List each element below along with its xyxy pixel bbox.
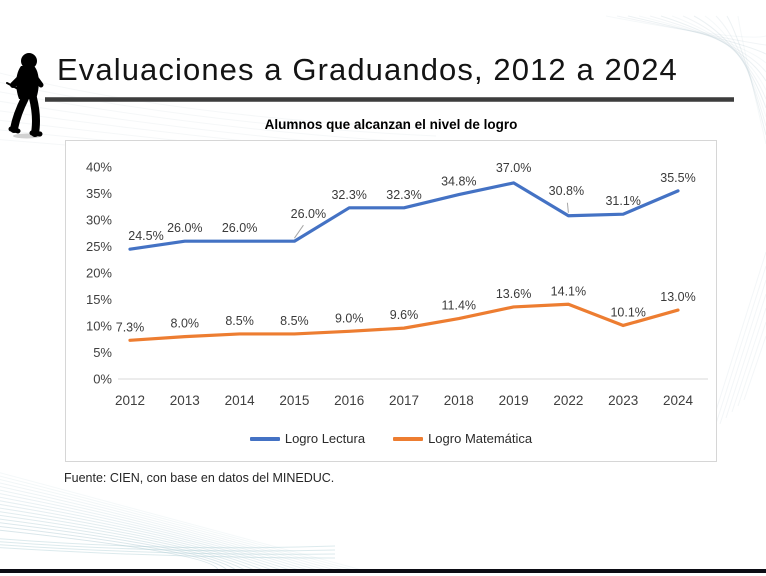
- x-axis-year: 2012: [115, 393, 145, 408]
- x-axis-year: 2019: [499, 393, 529, 408]
- chart-legend: Logro Lectura Logro Matemática: [66, 431, 716, 446]
- bottom-accent-bar: [0, 569, 766, 573]
- data-label: 13.6%: [496, 287, 531, 301]
- data-label: 37.0%: [496, 161, 531, 175]
- x-axis-year: 2015: [279, 393, 309, 408]
- data-label: 13.0%: [660, 290, 695, 304]
- data-label: 31.1%: [605, 194, 640, 208]
- data-label: 32.3%: [386, 188, 421, 202]
- data-label: 34.8%: [441, 175, 476, 189]
- x-axis-year: 2024: [663, 393, 694, 408]
- y-axis-tick: 30%: [86, 213, 112, 228]
- legend-label: Logro Matemática: [428, 431, 533, 446]
- data-label: 11.4%: [442, 299, 477, 313]
- x-axis-year: 2013: [170, 393, 200, 408]
- data-label: 8.0%: [171, 317, 200, 331]
- data-label: 30.8%: [549, 184, 584, 198]
- data-label: 7.3%: [116, 320, 145, 334]
- label-leader-line: [566, 202, 569, 213]
- legend-item: Logro Lectura: [249, 431, 366, 446]
- data-label: 8.5%: [225, 314, 254, 328]
- data-label: 9.6%: [390, 308, 419, 322]
- data-label: 10.1%: [610, 305, 645, 319]
- data-label: 26.0%: [222, 221, 257, 235]
- x-axis-year: 2017: [389, 393, 419, 408]
- data-label: 26.0%: [167, 221, 202, 235]
- y-axis-tick: 25%: [86, 239, 112, 254]
- data-label: 32.3%: [331, 188, 366, 202]
- y-axis-tick: 40%: [86, 160, 112, 175]
- running-child-icon: [6, 53, 44, 139]
- x-axis-year: 2014: [225, 393, 256, 408]
- data-label: 14.1%: [551, 284, 586, 298]
- x-axis-year: 2022: [553, 393, 583, 408]
- legend-item: Logro Matemática: [393, 431, 532, 446]
- y-axis-tick: 0%: [93, 372, 112, 387]
- data-label: 24.5%: [128, 229, 163, 243]
- legend-swatch: [249, 436, 280, 441]
- slide-title: Evaluaciones a Graduandos, 2012 a 2024: [57, 52, 678, 87]
- line-chart: 0% 5% 10% 15% 20% 25% 30% 35% 40% 2012 2013 2014 201…: [86, 160, 708, 408]
- series-line-matematica: [128, 302, 680, 342]
- legend-label: Logro Lectura: [284, 431, 366, 446]
- y-axis-tick: 15%: [86, 292, 112, 307]
- data-label: 9.0%: [335, 311, 364, 325]
- label-leader-line: [293, 224, 304, 239]
- title-underline: [45, 97, 734, 102]
- source-note: Fuente: CIEN, con base en datos del MINE…: [64, 471, 335, 485]
- data-label: 35.5%: [660, 171, 695, 185]
- x-axis-year: 2023: [608, 393, 638, 408]
- x-axis-year: 2018: [444, 393, 474, 408]
- data-label: 26.0%: [291, 207, 326, 221]
- y-axis-tick: 35%: [86, 186, 112, 201]
- y-axis-tick: 10%: [86, 319, 112, 334]
- y-axis-tick: 20%: [86, 266, 112, 281]
- data-label: 8.5%: [280, 314, 309, 328]
- chart-area: 0% 5% 10% 15% 20% 25% 30% 35% 40% 2012 2013 2014 201…: [65, 140, 717, 462]
- chart-title: Alumnos que alcanzan el nivel de logro: [264, 117, 518, 132]
- x-axis-year: 2016: [334, 393, 364, 408]
- series-line-lectura: [128, 181, 680, 251]
- y-axis-tick: 5%: [93, 345, 112, 360]
- legend-swatch: [393, 436, 424, 441]
